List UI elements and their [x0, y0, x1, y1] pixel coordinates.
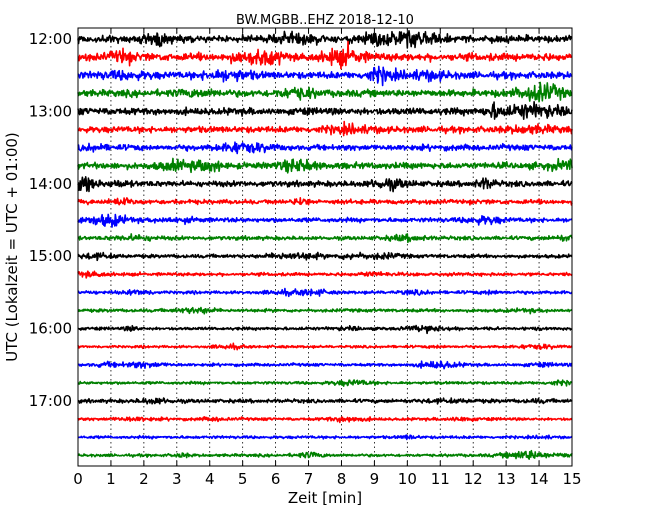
x-tick-label: 3: [172, 470, 182, 488]
x-tick-label: 15: [562, 470, 581, 488]
seismogram-trace: [77, 287, 573, 298]
x-tick-label: 9: [370, 470, 380, 488]
x-tick-label: 8: [337, 470, 347, 488]
y-axis-label: UTC (Lokalzeit = UTC + 01:00): [3, 132, 21, 362]
y-tick-label: 16:00: [29, 320, 72, 338]
seismogram-trace: [77, 213, 573, 228]
y-tick-label: 13:00: [29, 102, 72, 120]
seismogram-trace: [77, 197, 573, 206]
seismogram-trace: [77, 81, 573, 103]
x-tick-label: 5: [238, 470, 248, 488]
x-tick-label: 11: [431, 470, 450, 488]
x-tick-label: 6: [271, 470, 281, 488]
seismogram-trace: [77, 434, 573, 441]
seismogram-trace: [77, 416, 573, 424]
x-tick-label: 13: [497, 470, 516, 488]
seismogram-trace: [77, 251, 573, 262]
seismogram-trace: [77, 360, 573, 370]
seismogram-trace: [77, 101, 573, 120]
seismogram-trace: [77, 120, 573, 137]
x-tick-label: 12: [464, 470, 483, 488]
seismogram-trace: [77, 306, 573, 315]
axis-ticks: 0 1 2 3 4 5 6 7 8 9 10 11 12 13 14 1512:0013:0014:0015:…: [29, 28, 582, 488]
seismogram-trace: [77, 157, 573, 174]
seismogram-trace: [77, 65, 573, 87]
seismogram-trace: [77, 233, 573, 244]
seismogram-trace: [77, 324, 573, 335]
y-tick-label: 15:00: [29, 247, 72, 265]
x-axis-label: Zeit [min]: [288, 489, 362, 507]
x-tick-label: 10: [398, 470, 417, 488]
plot-frame: [77, 27, 573, 467]
y-tick-label: 17:00: [29, 392, 72, 410]
seismogram-trace: [77, 397, 573, 405]
seismogram-trace: [77, 30, 573, 49]
seismogram-traces: [77, 30, 573, 460]
seismogram-trace: [77, 342, 573, 351]
x-tick-label: 1: [106, 470, 116, 488]
x-tick-label: 0: [73, 470, 83, 488]
x-tick-label: 4: [205, 470, 215, 488]
seismogram-trace: [77, 449, 573, 460]
chart-title: BW.MGBB..EHZ 2018-12-10: [236, 13, 414, 28]
x-tick-label: 7: [304, 470, 314, 488]
y-tick-label: 14:00: [29, 175, 72, 193]
seismogram-trace: [77, 270, 573, 279]
seismogram-trace: [77, 141, 573, 155]
x-tick-label: 2: [139, 470, 149, 488]
x-tick-label: 14: [530, 470, 549, 488]
seismogram-trace: [77, 175, 573, 193]
y-tick-label: 12:00: [29, 30, 72, 48]
seismogram-trace: [77, 40, 573, 70]
seismogram-trace: [77, 379, 573, 387]
grid-lines: [110, 28, 540, 466]
